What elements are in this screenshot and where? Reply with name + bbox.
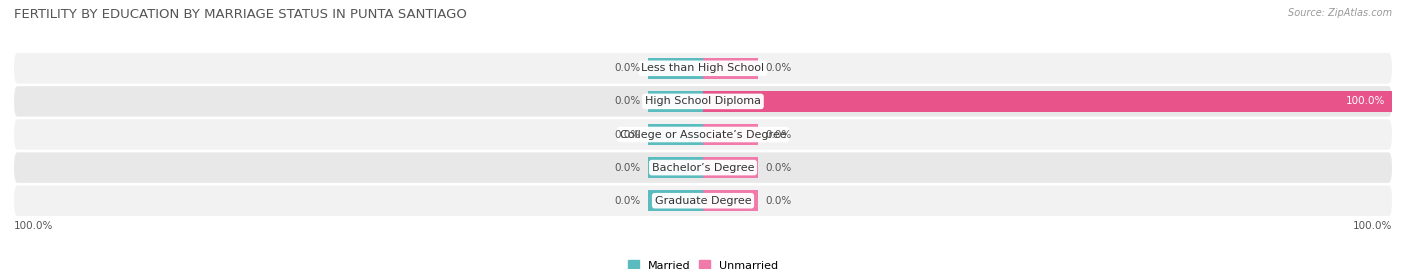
Bar — [648, 91, 703, 112]
Text: 100.0%: 100.0% — [1353, 221, 1392, 231]
Bar — [648, 124, 703, 145]
FancyBboxPatch shape — [14, 152, 1392, 183]
Text: 0.0%: 0.0% — [614, 63, 641, 73]
FancyBboxPatch shape — [14, 86, 1392, 117]
FancyBboxPatch shape — [14, 53, 1392, 83]
Text: College or Associate’s Degree: College or Associate’s Degree — [620, 129, 786, 140]
Text: Bachelor’s Degree: Bachelor’s Degree — [652, 162, 754, 173]
Bar — [703, 157, 758, 178]
Text: 0.0%: 0.0% — [765, 63, 792, 73]
Text: High School Diploma: High School Diploma — [645, 96, 761, 107]
Bar — [648, 58, 703, 79]
Bar — [703, 190, 758, 211]
Text: Source: ZipAtlas.com: Source: ZipAtlas.com — [1288, 8, 1392, 18]
Text: 0.0%: 0.0% — [614, 96, 641, 107]
Text: 0.0%: 0.0% — [765, 129, 792, 140]
Bar — [703, 91, 1392, 112]
Text: 0.0%: 0.0% — [614, 162, 641, 173]
Text: FERTILITY BY EDUCATION BY MARRIAGE STATUS IN PUNTA SANTIAGO: FERTILITY BY EDUCATION BY MARRIAGE STATU… — [14, 8, 467, 21]
Bar — [648, 157, 703, 178]
Text: 0.0%: 0.0% — [614, 129, 641, 140]
FancyBboxPatch shape — [14, 186, 1392, 216]
Text: 100.0%: 100.0% — [1346, 96, 1385, 107]
Text: 0.0%: 0.0% — [614, 196, 641, 206]
Text: Less than High School: Less than High School — [641, 63, 765, 73]
Bar — [648, 190, 703, 211]
Text: 0.0%: 0.0% — [765, 162, 792, 173]
Text: 0.0%: 0.0% — [765, 196, 792, 206]
Text: Graduate Degree: Graduate Degree — [655, 196, 751, 206]
Bar — [703, 124, 758, 145]
Legend: Married, Unmarried: Married, Unmarried — [623, 256, 783, 269]
Text: 100.0%: 100.0% — [14, 221, 53, 231]
Bar — [703, 58, 758, 79]
FancyBboxPatch shape — [14, 119, 1392, 150]
